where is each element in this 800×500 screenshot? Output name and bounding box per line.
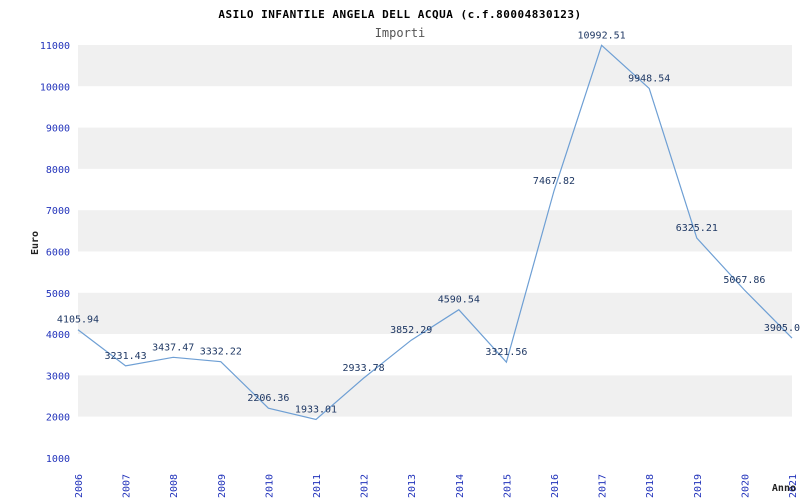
grid-band: [78, 292, 792, 335]
value-label: 6325.21: [676, 223, 718, 234]
value-label: 2933.78: [343, 363, 385, 374]
x-tick-label: 2009: [217, 474, 228, 498]
x-tick-label: 2012: [360, 474, 371, 498]
y-tick-label: 6000: [46, 248, 70, 259]
y-tick-label: 2000: [46, 413, 70, 424]
y-tick-label: 11000: [40, 41, 70, 52]
chart-title: ASILO INFANTILE ANGELA DELL ACQUA (c.f.8…: [218, 8, 582, 21]
chart-subtitle: Importi: [374, 26, 426, 40]
grid-band: [78, 168, 792, 211]
grid-band: [78, 334, 792, 376]
grid-band: [78, 45, 792, 87]
y-tick-label: 5000: [46, 289, 70, 300]
value-label: 3332.22: [200, 347, 242, 358]
x-tick-label: 2020: [740, 474, 751, 498]
x-axis-label: Anno: [771, 483, 796, 494]
x-tick-label: 2014: [455, 474, 466, 498]
x-tick-label: 2018: [645, 474, 656, 498]
x-tick-label: 2019: [693, 474, 704, 498]
y-tick-label: 3000: [46, 371, 70, 382]
x-tick-label: 2013: [407, 474, 418, 498]
y-tick-label: 1000: [46, 454, 70, 465]
x-tick-label: 2016: [550, 474, 561, 498]
y-tick-label: 8000: [46, 165, 70, 176]
x-tick-label: 2010: [264, 474, 275, 498]
x-tick-label: 2017: [598, 474, 609, 498]
grid-band: [78, 210, 792, 252]
x-tick-label: 2007: [122, 474, 133, 498]
grid-band: [78, 127, 792, 169]
value-label: 3321.56: [485, 347, 527, 358]
grid-band: [78, 416, 792, 458]
value-label: 3231.43: [105, 351, 147, 362]
x-tick-label: 2015: [502, 474, 513, 498]
value-label: 7467.82: [533, 176, 575, 187]
x-tick-label: 2011: [312, 474, 323, 498]
data-line: [77, 44, 793, 421]
y-axis-label: Euro: [30, 230, 41, 255]
x-tick-label: 2021: [788, 474, 799, 498]
value-label: 1933.01: [295, 404, 337, 415]
value-label: 4590.54: [438, 295, 480, 306]
x-tick-label: 2008: [169, 474, 180, 498]
value-label: 4105.94: [57, 315, 99, 326]
x-tick-label: 2006: [74, 474, 85, 498]
grid-band: [78, 251, 792, 293]
value-label: 2206.36: [247, 393, 289, 404]
y-tick-label: 9000: [46, 124, 70, 135]
grid-band: [78, 86, 792, 128]
y-tick-label: 4000: [46, 330, 70, 341]
y-tick-label: 7000: [46, 206, 70, 217]
value-label: 5067.86: [723, 275, 765, 286]
value-label: 10992.51: [578, 30, 626, 41]
value-label: 3852.29: [390, 325, 432, 336]
value-label: 3437.47: [152, 342, 194, 353]
grid-band: [78, 375, 792, 417]
y-tick-label: 10000: [40, 82, 70, 93]
value-label: 3905.0: [764, 323, 800, 334]
value-label: 9948.54: [628, 73, 670, 84]
